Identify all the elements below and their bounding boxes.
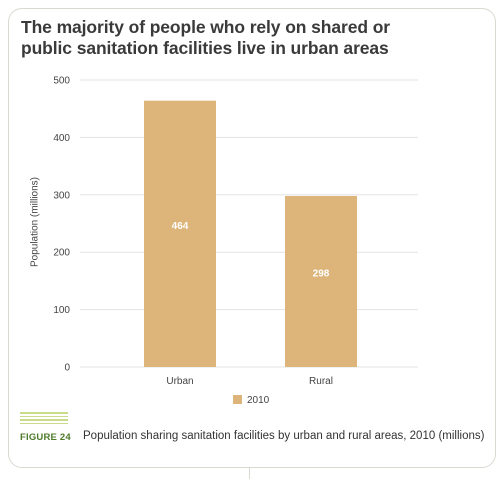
legend-swatch [233, 395, 242, 404]
y-tick-label: 300 [53, 190, 70, 201]
decoration-line [20, 422, 68, 424]
decoration-line [20, 415, 68, 417]
divider [249, 468, 250, 479]
figure-caption: Population sharing sanitation facilities… [83, 430, 485, 442]
bar [144, 100, 216, 367]
chart-title: The majority of people who rely on share… [21, 17, 461, 59]
data-label: 464 [172, 221, 189, 232]
y-tick-label: 400 [53, 133, 70, 144]
legend-label: 2010 [247, 395, 270, 406]
data-label: 298 [313, 268, 330, 279]
figure-decoration [20, 412, 68, 426]
x-tick-label: Rural [309, 376, 333, 387]
figure-card [8, 8, 496, 468]
decoration-line [20, 419, 68, 421]
bar [285, 195, 357, 367]
y-tick-label: 500 [53, 76, 70, 87]
chart-title-line-2: public sanitation facilities live in urb… [21, 38, 389, 58]
y-tick-label: 0 [64, 363, 70, 374]
figure-label: FIGURE 24 [20, 432, 71, 443]
chart-title-line-1: The majority of people who rely on share… [21, 17, 390, 37]
x-tick-label: Urban [166, 376, 193, 387]
y-tick-label: 200 [53, 248, 70, 259]
y-tick-label: 100 [53, 305, 70, 316]
decoration-line [20, 412, 68, 414]
